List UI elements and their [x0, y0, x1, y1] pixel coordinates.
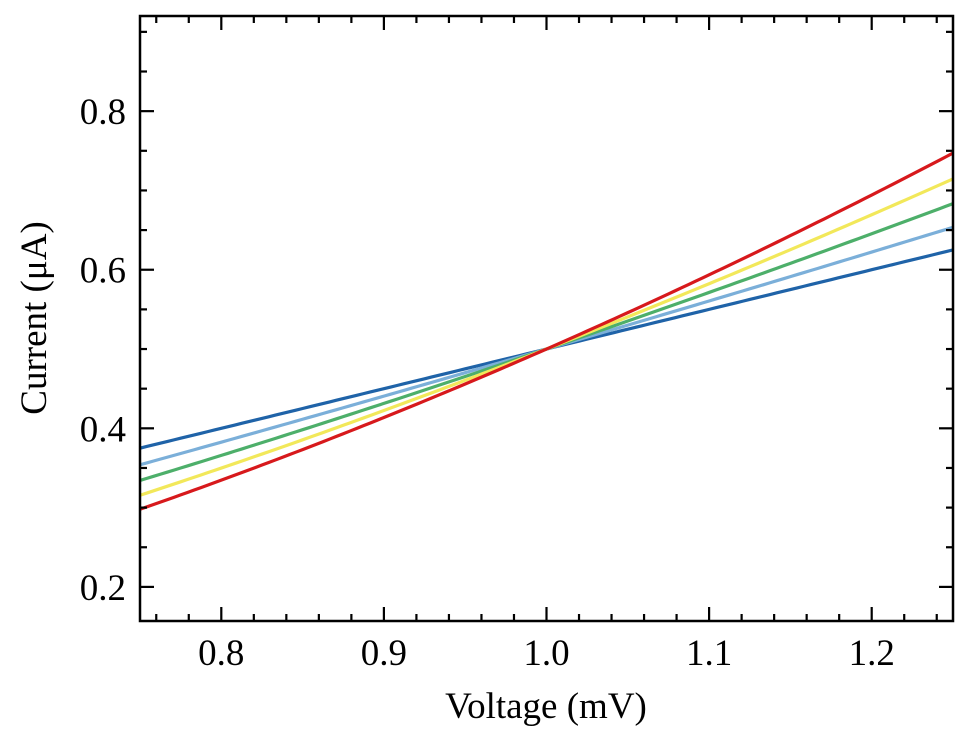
plot-frame — [138, 14, 955, 623]
series-line-2 — [140, 225, 953, 467]
x-tick-label: 0.9 — [361, 633, 407, 674]
x-tick-label: 0.8 — [198, 633, 244, 674]
y-tick-labels: 0.2 0.4 0.6 0.8 — [80, 92, 126, 609]
series-line-3 — [140, 202, 953, 482]
x-axis-label: Voltage (mV) — [445, 686, 647, 727]
x-tick-labels: 0.8 0.9 1.0 1.1 1.2 — [198, 633, 895, 674]
y-axis-label: Current (μA) — [14, 221, 55, 414]
y-tick-label: 0.4 — [80, 409, 126, 450]
y-tick-label: 0.2 — [80, 568, 126, 609]
x-tick-label: 1.1 — [686, 633, 732, 674]
x-tick-label: 1.0 — [523, 633, 569, 674]
series-lines — [140, 151, 953, 511]
axis-ticks — [140, 16, 953, 621]
series-line-4 — [140, 177, 953, 497]
x-tick-label: 1.2 — [849, 633, 895, 674]
series-line-5 — [140, 151, 953, 511]
y-tick-label: 0.6 — [80, 251, 126, 292]
y-tick-label: 0.8 — [80, 92, 126, 133]
